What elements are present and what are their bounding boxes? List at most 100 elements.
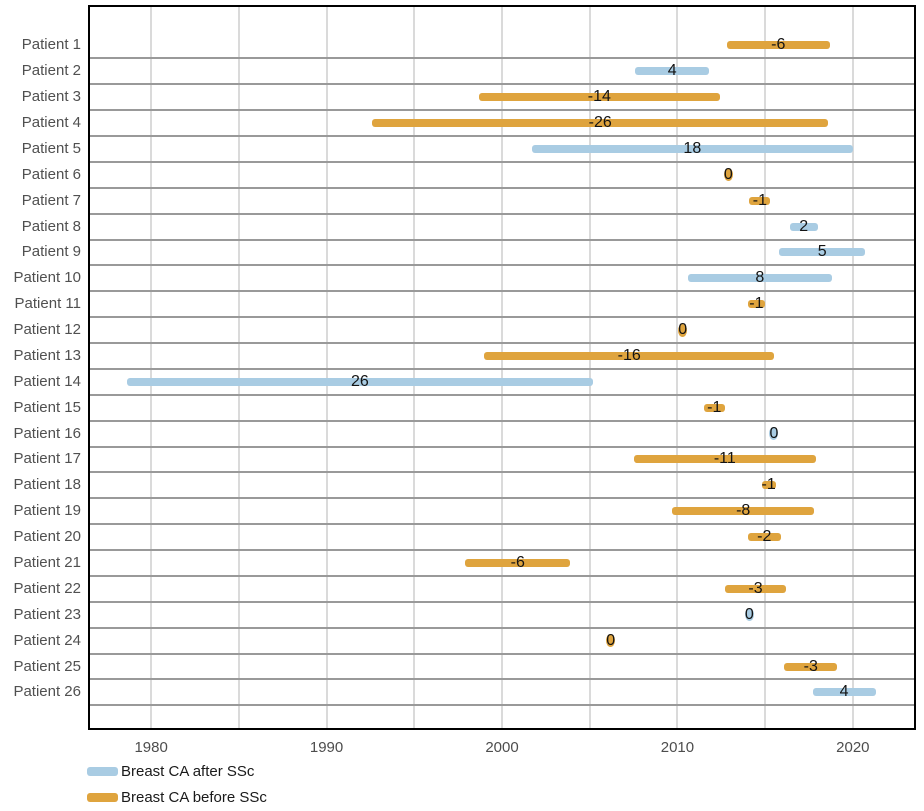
gridline-horizontal — [88, 471, 916, 474]
bar-value-label: 4 — [667, 62, 677, 80]
gridline-horizontal — [88, 626, 916, 629]
bar-value-label: -3 — [748, 579, 763, 597]
bar-value-label: -26 — [588, 114, 612, 132]
timeline-bar — [126, 377, 594, 386]
bar-value-label: 0 — [606, 631, 616, 649]
gridline-horizontal — [88, 109, 916, 112]
gridline-vertical — [588, 5, 591, 730]
timeline-bar — [747, 300, 766, 309]
gridline-horizontal — [88, 316, 916, 319]
bar-value-label: -1 — [707, 398, 722, 416]
gridline-horizontal — [88, 238, 916, 241]
timeline-bar — [703, 403, 725, 412]
timeline-bar — [479, 93, 720, 102]
legend-swatch-before-icon — [87, 792, 118, 802]
timeline-bar — [747, 533, 781, 542]
bar-value-label: -1 — [749, 295, 764, 313]
row-label-patient-12: Patient 12 — [13, 321, 81, 339]
row-label-patient-18: Patient 18 — [13, 476, 81, 494]
gridline-vertical — [325, 5, 328, 730]
gridline-horizontal — [88, 367, 916, 370]
timeline-bar — [635, 67, 709, 76]
bar-value-label: 2 — [799, 217, 809, 235]
row-label-patient-19: Patient 19 — [13, 502, 81, 520]
bar-value-label: 8 — [755, 269, 765, 287]
timeline-bar — [687, 274, 832, 283]
gridline-horizontal — [88, 83, 916, 86]
legend-swatch-after-icon — [87, 766, 118, 776]
row-label-patient-8: Patient 8 — [21, 217, 81, 235]
zero-duration-dot — [744, 608, 754, 622]
gridline-horizontal — [88, 212, 916, 215]
gridline-horizontal — [88, 523, 916, 526]
legend-label-after: Breast CA after SSc — [121, 762, 255, 780]
timeline-bar — [784, 662, 838, 671]
bar-value-label: -6 — [771, 36, 786, 54]
timeline-bar — [761, 481, 776, 490]
zero-duration-dot — [606, 634, 616, 648]
bar-value-label: 0 — [744, 605, 754, 623]
row-label-patient-26: Patient 26 — [13, 683, 81, 701]
bar-value-label: -6 — [510, 554, 525, 571]
timeline-bar — [465, 559, 571, 567]
gridline-horizontal — [88, 704, 916, 707]
row-label-patient-15: Patient 15 — [13, 398, 81, 416]
gridline-horizontal — [88, 652, 916, 655]
zero-duration-dot — [769, 427, 779, 441]
bar-value-label: 4 — [839, 683, 849, 701]
bar-value-label: -8 — [736, 502, 751, 520]
bar-value-label: 26 — [351, 372, 369, 390]
timeline-bar — [779, 248, 866, 257]
row-label-patient-1: Patient 1 — [21, 36, 81, 54]
gridline-vertical — [413, 5, 416, 730]
bar-value-label: -16 — [617, 346, 641, 364]
x-tick-label: 2000 — [485, 739, 519, 756]
timeline-bar — [789, 222, 818, 231]
gridline-vertical — [150, 5, 153, 730]
row-label-patient-9: Patient 9 — [21, 243, 81, 261]
gridline-horizontal — [88, 497, 916, 500]
gridline-horizontal — [88, 419, 916, 422]
row-label-patient-5: Patient 5 — [21, 139, 81, 157]
gridline-vertical — [851, 5, 854, 730]
row-label-patient-10: Patient 10 — [13, 269, 81, 287]
timeline-bar — [372, 119, 829, 128]
gridline-horizontal — [88, 445, 916, 448]
row-label-patient-2: Patient 2 — [21, 62, 81, 80]
row-label-patient-25: Patient 25 — [13, 657, 81, 675]
bar-value-label: -1 — [761, 476, 776, 494]
gridline-horizontal — [88, 678, 916, 681]
timeline-bar — [531, 144, 853, 153]
bar-value-label: 0 — [678, 321, 688, 339]
bar-value-label: 5 — [817, 243, 827, 261]
timeline-bar — [726, 41, 831, 50]
x-tick-label: 1990 — [309, 739, 344, 756]
bar-value-label: -3 — [803, 657, 818, 675]
row-label-patient-7: Patient 7 — [21, 191, 81, 209]
row-label-patient-22: Patient 22 — [13, 579, 81, 597]
legend-item-after: Breast CA after SSc — [87, 762, 267, 780]
bar-value-label: -1 — [752, 191, 767, 209]
timeline-bar — [724, 584, 787, 593]
gridline-vertical — [764, 5, 767, 730]
gridline-vertical — [676, 5, 679, 730]
row-label-patient-6: Patient 6 — [21, 165, 81, 183]
row-label-patient-24: Patient 24 — [13, 631, 81, 649]
gridline-horizontal — [88, 600, 916, 603]
timeline-bar — [749, 196, 771, 205]
row-label-patient-11: Patient 11 — [14, 295, 81, 313]
bar-value-label: 18 — [683, 139, 702, 157]
timeline-bar — [812, 688, 876, 697]
bar-value-label: 0 — [723, 165, 733, 183]
gridline-horizontal — [88, 393, 916, 396]
row-label-patient-17: Patient 17 — [13, 450, 81, 468]
gridline-horizontal — [88, 549, 916, 552]
row-label-patient-3: Patient 3 — [21, 88, 81, 106]
row-label-patient-21: Patient 21 — [13, 554, 81, 571]
timeline-bar — [484, 351, 774, 360]
legend-label-before: Breast CA before SSc — [121, 788, 267, 806]
x-tick-label: 2020 — [836, 739, 870, 756]
legend: Breast CA after SSc Breast CA before SSc — [87, 763, 267, 811]
legend-item-before: Breast CA before SSc — [87, 788, 267, 806]
